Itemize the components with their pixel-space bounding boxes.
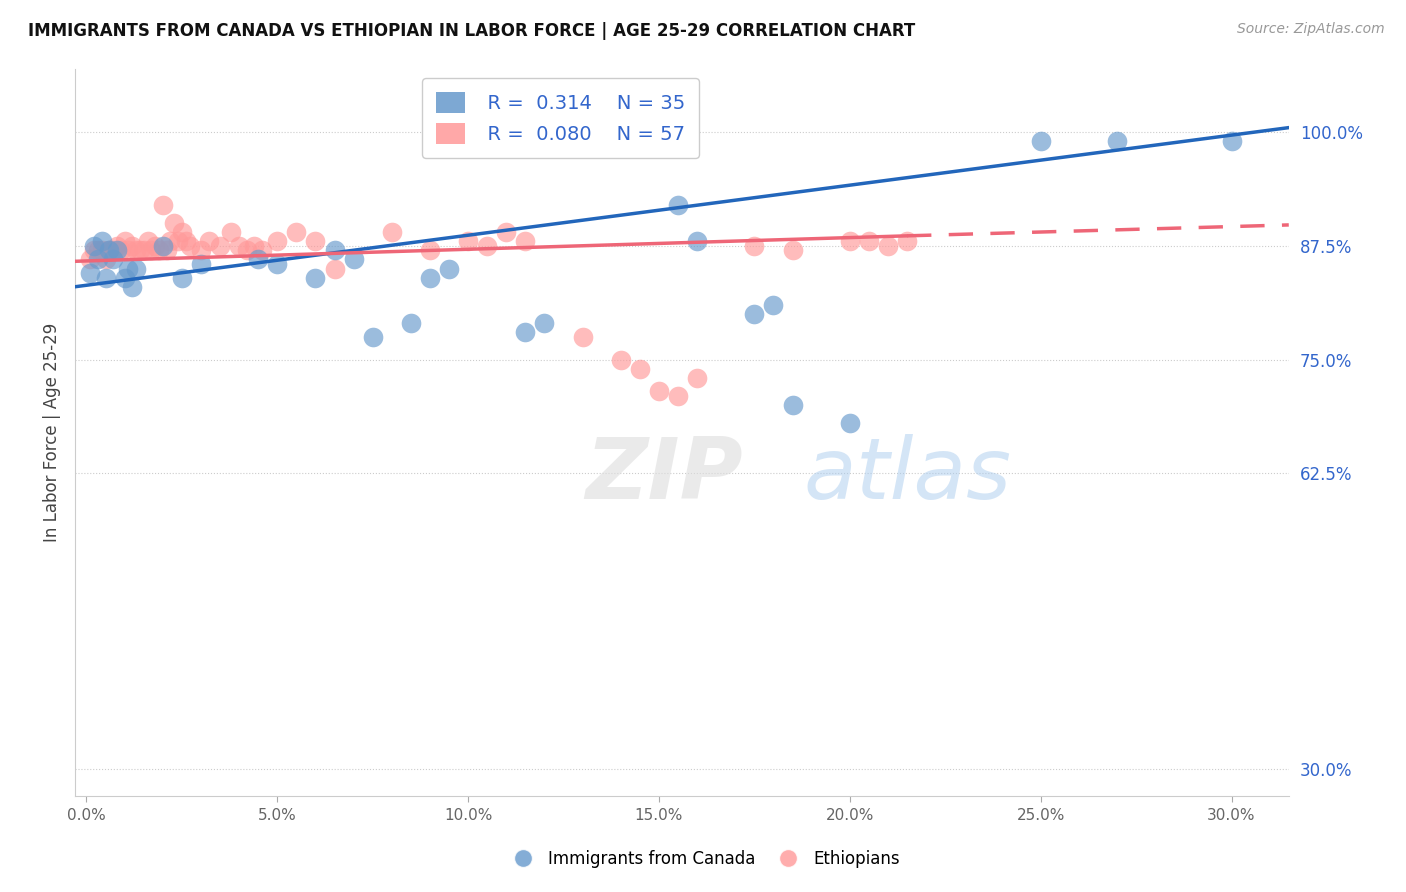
Point [87, 252, 110, 267]
Point [170, 270, 193, 285]
Point [236, 244, 259, 258]
Point [125, 244, 148, 258]
Point [209, 239, 232, 253]
Point [167, 235, 190, 249]
Point [648, 384, 671, 399]
Point [838, 416, 860, 430]
Point [304, 270, 326, 285]
Point [381, 225, 404, 239]
Point [141, 244, 163, 258]
Point [110, 244, 132, 258]
Point [243, 239, 266, 253]
Point [125, 261, 148, 276]
Point [515, 325, 537, 339]
Point [782, 244, 804, 258]
Point [858, 235, 880, 249]
Point [128, 244, 150, 258]
Legend:   R =  0.314    N = 35,   R =  0.080    N = 57: R = 0.314 N = 35, R = 0.080 N = 57 [422, 78, 699, 158]
Point [117, 261, 139, 276]
Point [87, 244, 110, 258]
Point [477, 239, 499, 253]
Point [1220, 134, 1243, 148]
Point [83, 244, 105, 258]
Point [495, 225, 517, 239]
Point [610, 352, 633, 367]
Point [101, 244, 124, 258]
Text: Source: ZipAtlas.com: Source: ZipAtlas.com [1237, 22, 1385, 37]
Point [136, 235, 159, 249]
Point [419, 270, 441, 285]
Point [304, 235, 326, 249]
Point [686, 235, 709, 249]
Point [197, 235, 219, 249]
Point [159, 235, 181, 249]
Point [782, 398, 804, 412]
Point [343, 252, 366, 267]
Point [105, 239, 128, 253]
Point [266, 235, 288, 249]
Point [838, 235, 860, 249]
Point [1029, 134, 1052, 148]
Point [515, 235, 537, 249]
Point [101, 252, 124, 267]
Point [323, 261, 346, 276]
Point [250, 244, 273, 258]
Point [666, 198, 689, 212]
Point [628, 361, 651, 376]
Point [174, 235, 197, 249]
Point [666, 389, 689, 403]
Point [132, 244, 155, 258]
Point [143, 239, 166, 253]
Point [90, 235, 112, 249]
Point [457, 235, 479, 249]
Point [156, 244, 179, 258]
Point [90, 244, 112, 258]
Point [877, 239, 900, 253]
Point [121, 279, 143, 293]
Point [399, 316, 422, 330]
Point [323, 244, 346, 258]
Point [361, 330, 384, 344]
Point [896, 235, 918, 249]
Point [190, 257, 212, 271]
Point [98, 244, 121, 258]
Point [247, 252, 270, 267]
Point [117, 244, 139, 258]
Point [285, 225, 308, 239]
Legend: Immigrants from Canada, Ethiopians: Immigrants from Canada, Ethiopians [499, 844, 907, 875]
Point [79, 252, 101, 267]
Point [152, 198, 174, 212]
Point [744, 307, 766, 321]
Point [266, 257, 288, 271]
Text: atlas: atlas [803, 434, 1011, 517]
Point [94, 252, 117, 267]
Point [98, 244, 121, 258]
Point [190, 244, 212, 258]
Point [1105, 134, 1128, 148]
Point [228, 239, 250, 253]
Text: ZIP: ZIP [585, 434, 742, 517]
Point [94, 270, 117, 285]
Point [419, 244, 441, 258]
Point [152, 239, 174, 253]
Point [571, 330, 593, 344]
Point [83, 239, 105, 253]
Point [221, 225, 243, 239]
Point [533, 316, 555, 330]
Point [686, 370, 709, 384]
Point [121, 239, 143, 253]
Text: IMMIGRANTS FROM CANADA VS ETHIOPIAN IN LABOR FORCE | AGE 25-29 CORRELATION CHART: IMMIGRANTS FROM CANADA VS ETHIOPIAN IN L… [28, 22, 915, 40]
Point [114, 235, 136, 249]
Point [163, 216, 186, 230]
Y-axis label: In Labor Force | Age 25-29: In Labor Force | Age 25-29 [44, 323, 60, 541]
Point [148, 244, 170, 258]
Point [79, 266, 101, 280]
Point [437, 261, 460, 276]
Point [744, 239, 766, 253]
Point [114, 270, 136, 285]
Point [179, 239, 201, 253]
Point [762, 298, 785, 312]
Point [105, 244, 128, 258]
Point [170, 225, 193, 239]
